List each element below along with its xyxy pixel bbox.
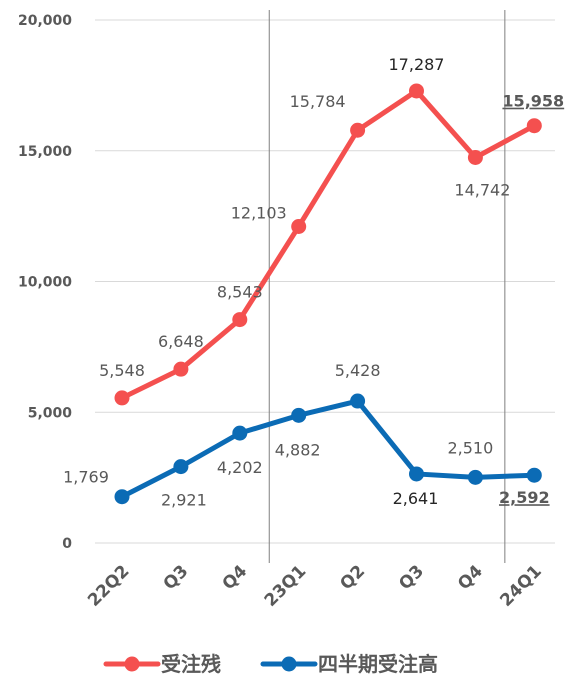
data-point	[350, 122, 366, 138]
data-label: 12,103	[231, 204, 287, 223]
data-point	[291, 407, 307, 423]
y-tick-label: 15,000	[18, 144, 72, 160]
data-label: 14,742	[454, 180, 510, 199]
data-label: 2,510	[447, 438, 493, 457]
data-label: 6,648	[158, 332, 204, 351]
data-point	[467, 149, 483, 165]
data-point	[291, 219, 307, 235]
data-point	[409, 83, 424, 99]
data-point	[350, 393, 366, 409]
data-label: 2,641	[393, 489, 439, 508]
data-label: 5,548	[99, 361, 145, 380]
x-tick-label: Q4	[219, 561, 252, 594]
data-label: 17,287	[389, 55, 445, 74]
data-point	[526, 467, 542, 483]
data-point	[173, 361, 189, 377]
x-tick-label: Q3	[160, 561, 193, 594]
data-point	[114, 390, 130, 406]
legend-marker	[124, 656, 140, 672]
data-point	[526, 118, 542, 134]
data-label: 2,592	[499, 488, 550, 507]
y-tick-label: 0	[62, 536, 72, 552]
x-tick-label: 22Q2	[84, 561, 133, 610]
data-label: 15,784	[290, 92, 346, 111]
data-label: 4,882	[275, 440, 321, 459]
data-point	[467, 469, 483, 485]
data-label: 15,958	[502, 92, 564, 111]
legend-marker	[281, 656, 297, 672]
y-tick-label: 5,000	[28, 405, 73, 421]
x-tick-label: Q4	[454, 561, 487, 594]
legend: 受注残 四半期受注高	[103, 652, 438, 676]
legend-label: 四半期受注高	[318, 652, 438, 676]
data-label: 5,428	[335, 361, 381, 380]
data-label: 1,769	[63, 468, 109, 487]
legend-label: 受注残	[161, 652, 221, 676]
period-separators	[268, 10, 506, 563]
x-tick-label: 24Q1	[496, 561, 545, 610]
x-axis: 22Q2 Q3 Q4 23Q1 Q2 Q3 Q4 24Q1	[84, 561, 546, 611]
series-line-0	[119, 88, 537, 401]
series-line-1	[119, 398, 537, 500]
data-label: 8,543	[217, 283, 263, 302]
data-label: 4,202	[217, 458, 263, 477]
data-point	[409, 466, 424, 482]
y-tick-label: 20,000	[18, 13, 72, 29]
x-tick-label: Q3	[395, 561, 428, 594]
data-label: 2,921	[161, 491, 207, 510]
data-labels: 5,548 6,648 8,543 12,103 15,784 17,287 14,742 1…	[63, 55, 564, 510]
data-point	[114, 489, 130, 505]
y-tick-label: 10,000	[18, 275, 72, 291]
data-point	[232, 312, 248, 328]
data-point	[232, 425, 248, 441]
series-group	[114, 83, 542, 505]
data-point	[173, 459, 189, 475]
x-tick-label: 23Q1	[261, 561, 310, 610]
x-tick-label: Q2	[336, 561, 369, 594]
y-axis: 0 5,000 10,000 15,000 20,000	[18, 13, 72, 552]
